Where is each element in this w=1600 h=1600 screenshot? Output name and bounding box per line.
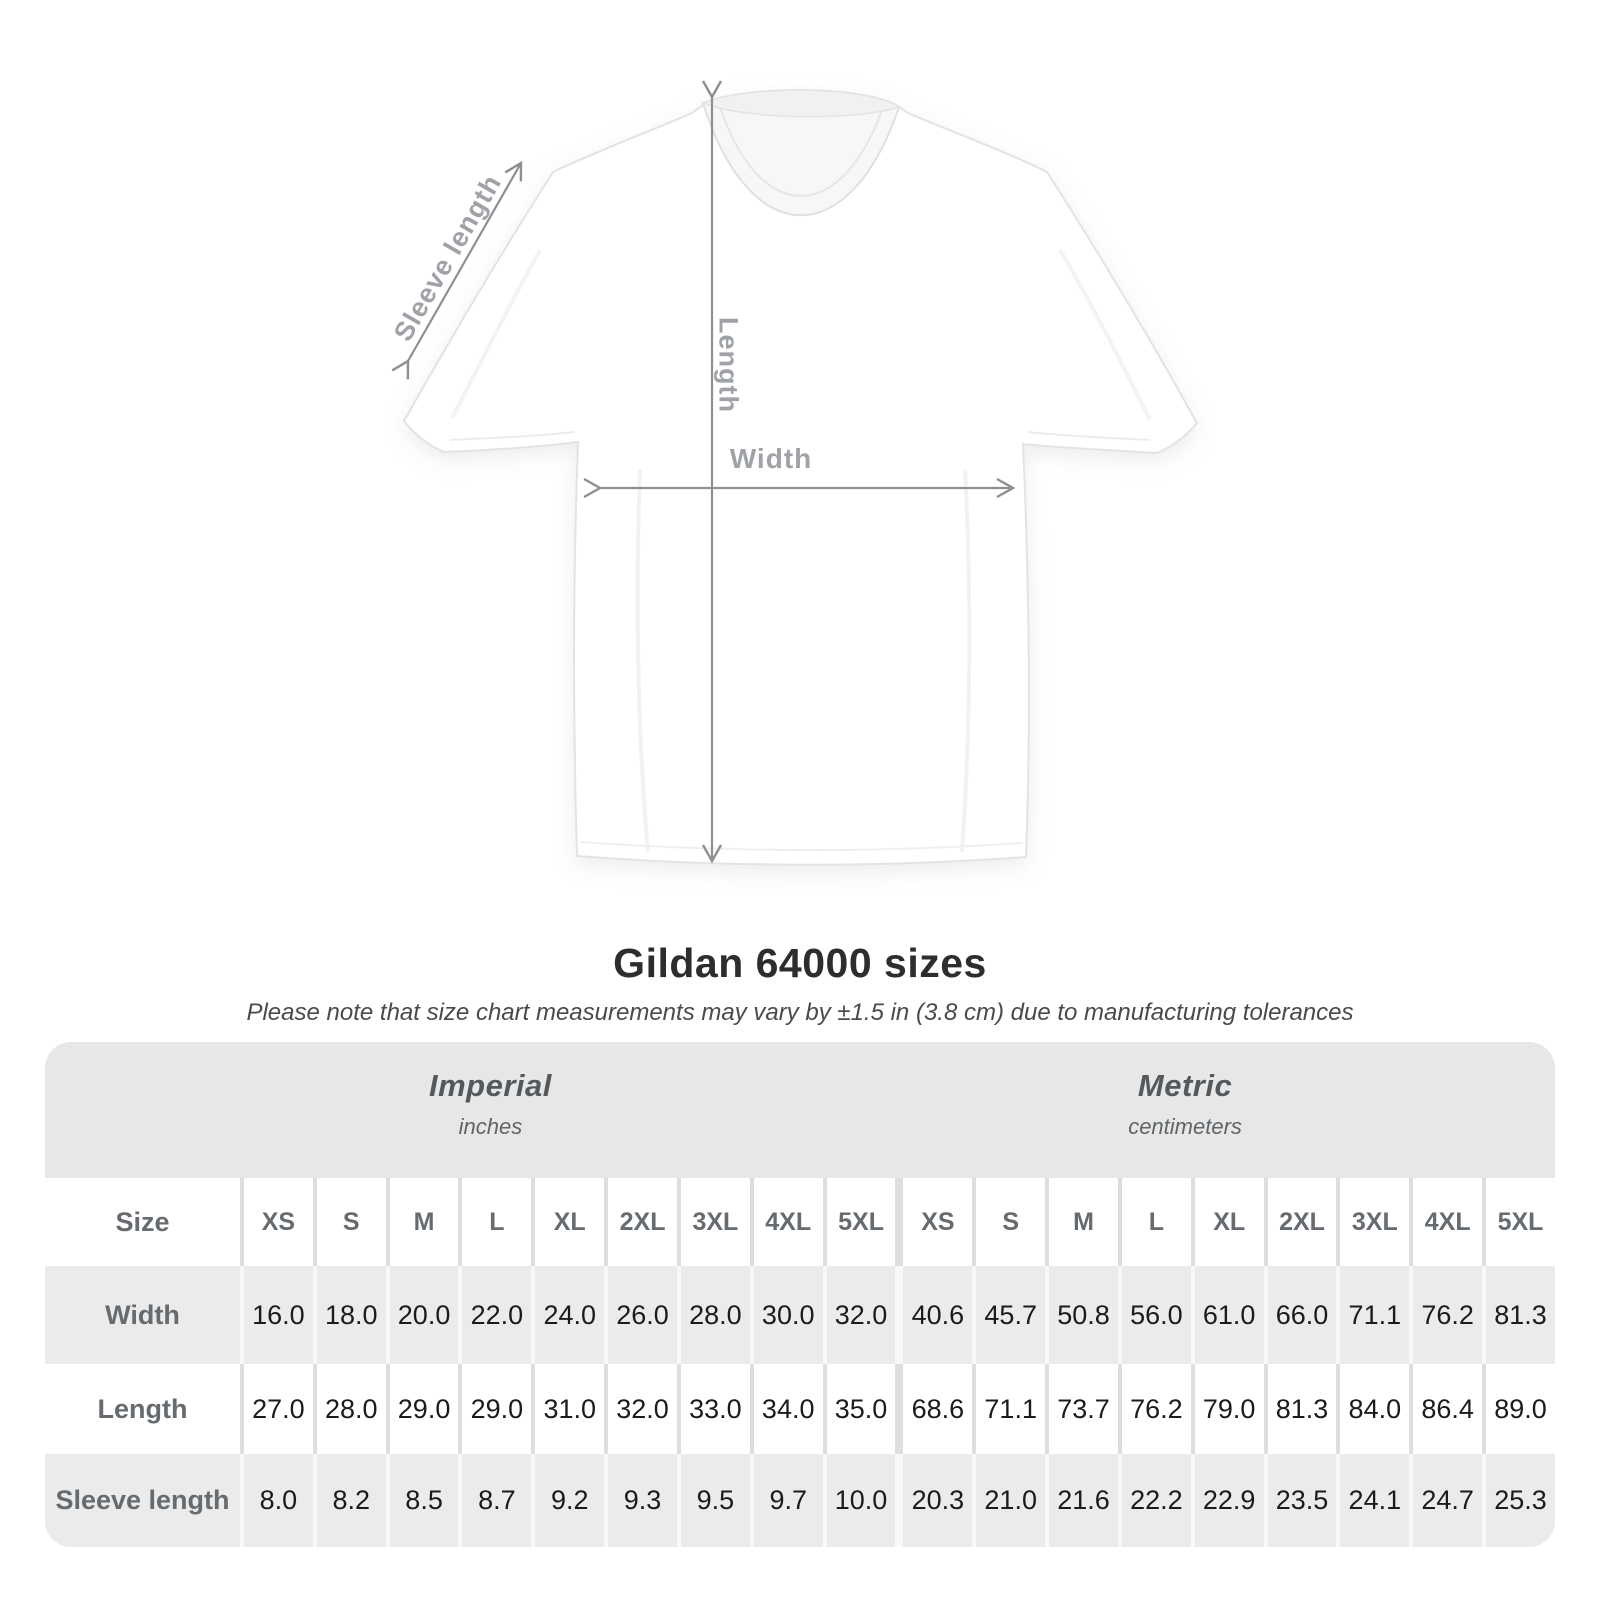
length-label: Length xyxy=(713,317,744,413)
width-row: Width 16.0 18.0 20.0 22.0 24.0 26.0 28.0 30.0 32… xyxy=(45,1266,1555,1364)
measurement-value: 32.0 xyxy=(608,1364,677,1454)
length-row: Length 27.0 28.0 29.0 29.0 31.0 32.0 33.0 34.0 3… xyxy=(45,1364,1555,1454)
measurement-value: 81.3 xyxy=(1486,1266,1555,1364)
size-header-row: Size XS S M L XL 2XL 3XL 4XL 5XL XS S M L XL 2XL 3XL 4XL… xyxy=(45,1178,1555,1266)
size-column-header: XL xyxy=(1194,1178,1264,1266)
size-column-header: XS xyxy=(903,1178,973,1266)
measurement-value: 89.0 xyxy=(1486,1364,1555,1454)
measurement-value: 27.0 xyxy=(244,1364,313,1454)
size-column-header: S xyxy=(316,1178,386,1266)
size-column-header: 3XL xyxy=(1340,1178,1410,1266)
measurement-value: 71.1 xyxy=(976,1364,1046,1454)
size-header-label: Size xyxy=(45,1178,240,1266)
measurement-value: 76.2 xyxy=(1121,1364,1191,1454)
measurement-value: 16.0 xyxy=(244,1266,313,1364)
measurement-value: 84.0 xyxy=(1340,1364,1410,1454)
sleeve-length-arrow xyxy=(391,160,523,380)
measurement-value: 29.0 xyxy=(462,1364,532,1454)
measurement-value: 22.9 xyxy=(1194,1454,1264,1547)
size-column-header: L xyxy=(1121,1178,1191,1266)
measurement-value: 34.0 xyxy=(753,1364,823,1454)
measurement-value: 24.0 xyxy=(535,1266,605,1364)
measurement-value: 9.5 xyxy=(680,1454,750,1547)
measurement-value: 20.0 xyxy=(389,1266,459,1364)
tshirt-figure: Sleeve length Length Width xyxy=(388,80,1199,866)
size-column-header: 5XL xyxy=(826,1178,896,1266)
measurement-value: 40.6 xyxy=(903,1266,973,1364)
measurement-value: 25.3 xyxy=(1486,1454,1555,1547)
width-row-label: Width xyxy=(45,1266,240,1364)
measurement-value: 8.5 xyxy=(389,1454,459,1547)
size-column-header: 2XL xyxy=(1267,1178,1337,1266)
size-column-header: XS xyxy=(244,1178,313,1266)
measurement-value: 18.0 xyxy=(316,1266,386,1364)
measurement-value: 45.7 xyxy=(976,1266,1046,1364)
title-block: Gildan 64000 sizes Please note that size… xyxy=(0,930,1600,1027)
sleeve-row-label: Sleeve length xyxy=(45,1454,240,1547)
sleeve-length-row: Sleeve length 8.0 8.2 8.5 8.7 9.2 9.3 9.5 9.7 10… xyxy=(45,1454,1555,1547)
measurement-value: 71.1 xyxy=(1340,1266,1410,1364)
measurement-value: 81.3 xyxy=(1267,1364,1337,1454)
measurement-value: 24.1 xyxy=(1340,1454,1410,1547)
length-row-label: Length xyxy=(45,1364,240,1454)
measurement-value: 23.5 xyxy=(1267,1454,1337,1547)
size-column-header: 4XL xyxy=(753,1178,823,1266)
measurement-value: 24.7 xyxy=(1413,1454,1483,1547)
measurement-value: 22.2 xyxy=(1121,1454,1191,1547)
measurement-value: 10.0 xyxy=(826,1454,896,1547)
measurement-value: 9.3 xyxy=(608,1454,677,1547)
measurement-value: 76.2 xyxy=(1413,1266,1483,1364)
measurement-value: 21.6 xyxy=(1049,1454,1118,1547)
tolerance-note: Please note that size chart measurements… xyxy=(246,999,1354,1026)
collar xyxy=(701,89,901,217)
measurement-value: 28.0 xyxy=(316,1364,386,1454)
measurement-value: 61.0 xyxy=(1194,1266,1264,1364)
size-column-header: M xyxy=(1049,1178,1118,1266)
measurement-value: 29.0 xyxy=(389,1364,459,1454)
measurement-value: 9.7 xyxy=(753,1454,823,1547)
size-column-header: S xyxy=(976,1178,1046,1266)
measurement-value: 20.3 xyxy=(903,1454,973,1547)
measurement-value: 86.4 xyxy=(1413,1364,1483,1454)
measurement-value: 79.0 xyxy=(1194,1364,1264,1454)
size-column-header: 2XL xyxy=(608,1178,677,1266)
measurement-value: 8.0 xyxy=(244,1454,313,1547)
imperial-title: Imperial xyxy=(428,1068,552,1103)
tshirt-graphic xyxy=(391,80,1199,866)
size-column-header: 5XL xyxy=(1486,1178,1555,1266)
size-column-header: XL xyxy=(535,1178,605,1266)
measurement-value: 21.0 xyxy=(976,1454,1046,1547)
measurement-value: 33.0 xyxy=(680,1364,750,1454)
page-title: Gildan 64000 sizes xyxy=(613,940,987,986)
size-column-header: 4XL xyxy=(1413,1178,1483,1266)
width-label: Width xyxy=(729,443,813,474)
metric-title: Metric xyxy=(1137,1068,1233,1103)
measurement-value: 8.7 xyxy=(462,1454,532,1547)
size-table: Imperial inches Metric centimeters Size … xyxy=(45,1042,1555,1547)
measurement-value: 9.2 xyxy=(535,1454,605,1547)
measurement-value: 66.0 xyxy=(1267,1266,1337,1364)
measurement-value: 22.0 xyxy=(462,1266,532,1364)
measurement-value: 73.7 xyxy=(1049,1364,1118,1454)
measurement-value: 56.0 xyxy=(1121,1266,1191,1364)
measurement-value: 50.8 xyxy=(1049,1266,1118,1364)
measurement-value: 28.0 xyxy=(680,1266,750,1364)
imperial-header: Imperial inches xyxy=(429,1042,552,1178)
imperial-unit: inches xyxy=(458,1114,523,1139)
metric-unit: centimeters xyxy=(1128,1114,1242,1139)
measurement-value: 35.0 xyxy=(826,1364,896,1454)
measurement-value: 68.6 xyxy=(903,1364,973,1454)
tshirt-silhouette xyxy=(402,89,1199,866)
measurement-value: 8.2 xyxy=(316,1454,386,1547)
metric-header: Metric centimeters xyxy=(1128,1042,1242,1178)
size-column-header: L xyxy=(462,1178,532,1266)
size-column-header: M xyxy=(389,1178,459,1266)
measurement-value: 32.0 xyxy=(826,1266,896,1364)
measurement-value: 30.0 xyxy=(753,1266,823,1364)
size-column-header: 3XL xyxy=(680,1178,750,1266)
measurement-value: 26.0 xyxy=(608,1266,677,1364)
measurement-value: 31.0 xyxy=(535,1364,605,1454)
unit-header-band: Imperial inches Metric centimeters xyxy=(45,1042,1555,1178)
